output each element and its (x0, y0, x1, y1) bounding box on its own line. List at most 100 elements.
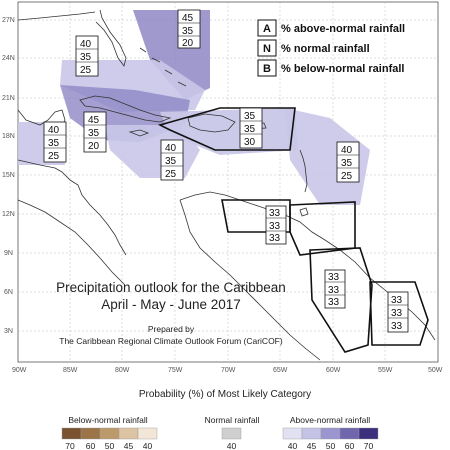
lon-tick: 60W (326, 367, 341, 374)
box-value: 20 (88, 141, 100, 152)
lon-tick: 85W (63, 367, 78, 374)
legend-label: % below-normal rainfall (281, 63, 404, 75)
above-normal-swatch (358, 427, 379, 440)
legend-row-above: A % above-normal rainfall (257, 19, 405, 37)
legend-label: % above-normal rainfall (281, 23, 405, 35)
lon-tick: 75W (168, 367, 183, 374)
lon-tick: 65W (273, 367, 288, 374)
box-value: 35 (165, 156, 177, 167)
normal-label: Normal rainfall (205, 415, 260, 425)
below-normal-tick: 60 (86, 441, 96, 450)
lon-tick: 90W (12, 367, 27, 374)
lat-tick: 27N (2, 17, 15, 24)
colorbar-swatches (61, 427, 379, 440)
legend-letter: A (263, 23, 271, 35)
lat-tick: 24N (2, 55, 15, 62)
below-normal-tick: 50 (105, 441, 115, 450)
below-normal-swatch (118, 427, 139, 440)
box-value: 33 (391, 308, 403, 319)
box-value: 33 (269, 233, 281, 244)
box-value: 40 (165, 143, 177, 154)
above-normal-label: Above-normal rainfall (290, 415, 370, 425)
lon-tick: 80W (115, 367, 130, 374)
forecast-box-belize-yucatan: 40 35 25 (43, 121, 67, 163)
below-normal-label: Below-normal rainfall (68, 415, 147, 425)
gulf-coast (17, 11, 96, 21)
lat-tick: 3N (4, 328, 13, 335)
below-normal-tick: 40 (143, 441, 153, 450)
forecast-box-suriname-french-guiana: 33 33 33 (387, 291, 409, 333)
lat-tick: 21N (2, 95, 15, 102)
forecast-box-jamaica-south: 40 35 25 (160, 139, 184, 181)
box-value: 33 (269, 208, 281, 219)
box-value: 35 (88, 128, 100, 139)
cuba-outline (79, 95, 172, 123)
above-normal-swatch (282, 427, 303, 440)
below-normal-tick: 45 (124, 441, 134, 450)
below-normal-tick: 70 (65, 441, 75, 450)
lon-tick: 50W (428, 367, 443, 374)
colorbar-title: Probability (%) of Most Likely Category (139, 389, 311, 400)
box-value: 30 (244, 137, 256, 148)
box-value: 33 (391, 321, 403, 332)
outline-guyana (309, 247, 373, 353)
below-normal-swatch (137, 427, 158, 440)
lon-tick: 55W (378, 367, 393, 374)
lat-tick: 12N (2, 211, 15, 218)
above-normal-tick: 45 (307, 441, 317, 450)
florida-coast (95, 9, 127, 67)
longitude-labels: 90W 85W 80W 75W 70W 65W 60W 55W 50W (12, 367, 443, 374)
box-value: 45 (88, 115, 100, 126)
central-america-coast (17, 159, 127, 256)
map-title: Precipitation outlook for the Caribbean (56, 280, 286, 295)
legend-label: % normal rainfall (281, 43, 370, 55)
above-normal-tick: 40 (288, 441, 298, 450)
outline-suriname (369, 281, 429, 346)
forecast-box-eastern-caribbean: 40 35 25 (336, 141, 360, 183)
below-normal-swatch (99, 427, 120, 440)
map-subtitle: April - May - June 2017 (101, 297, 241, 312)
above-normal-swatch (301, 427, 322, 440)
probability-colorbar: Probability (%) of Most Likely Category … (61, 389, 379, 450)
lesser-antilles (299, 149, 308, 193)
above-normal-tick: 70 (364, 441, 374, 450)
prepared-by-organization: The Caribbean Regional Climate Outlook F… (59, 336, 283, 346)
box-value: 35 (48, 138, 60, 149)
normal-swatch (221, 427, 242, 440)
legend-row-normal: N % normal rainfall (257, 39, 370, 57)
legend-row-below: B % below-normal rainfall (257, 59, 404, 77)
box-value: 25 (48, 151, 60, 162)
below-normal-swatch (61, 427, 82, 440)
box-value: 40 (80, 39, 92, 50)
box-value: 35 (182, 26, 194, 37)
box-value: 33 (328, 272, 340, 283)
forecast-box-bahamas-west: 40 35 25 (75, 35, 99, 77)
jamaica-outline (128, 129, 150, 137)
above-normal-tick: 50 (326, 441, 336, 450)
box-value: 40 (48, 125, 60, 136)
above-normal-swatch (339, 427, 360, 440)
latitude-labels: 27N 24N 21N 18N 15N 12N 9N 6N 3N (2, 17, 15, 335)
box-value: 25 (341, 171, 353, 182)
south-america-interior (179, 199, 321, 361)
box-value: 20 (182, 38, 194, 49)
above-normal-tick: 60 (345, 441, 355, 450)
box-value: 33 (328, 285, 340, 296)
map-title-block: Precipitation outlook for the Caribbean … (56, 280, 286, 346)
box-value: 25 (80, 65, 92, 76)
map-legend: A % above-normal rainfall N % normal rai… (257, 19, 405, 77)
normal-tick: 40 (227, 441, 237, 450)
box-value: 45 (182, 13, 194, 24)
box-value: 33 (391, 295, 403, 306)
lat-tick: 18N (2, 133, 15, 140)
prepared-by: Prepared by (148, 324, 195, 334)
box-value: 25 (165, 169, 177, 180)
forecast-box-trinidad-venezuela: 33 33 33 (265, 205, 287, 245)
lat-tick: 9N (4, 250, 13, 257)
box-value: 35 (80, 52, 92, 63)
above-normal-swatch (320, 427, 341, 440)
hispaniola-outline (187, 113, 236, 133)
lon-tick: 70W (221, 367, 236, 374)
central-america-pacific (17, 199, 126, 286)
